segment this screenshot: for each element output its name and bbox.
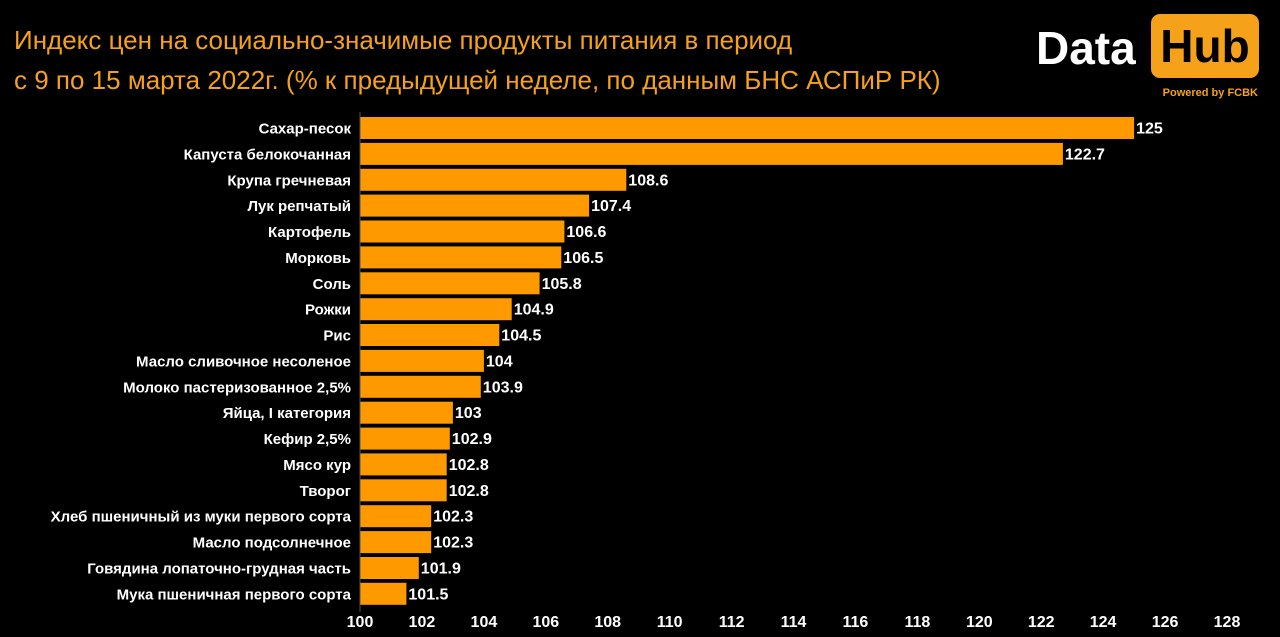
bar bbox=[360, 324, 500, 346]
x-tick-label: 116 bbox=[842, 614, 868, 631]
x-tick-label: 100 bbox=[347, 614, 374, 631]
data-label: 102.9 bbox=[452, 431, 492, 448]
category-label: Капуста белокочанная bbox=[184, 146, 351, 163]
bar bbox=[360, 375, 481, 398]
data-label: 103.9 bbox=[483, 379, 523, 396]
bar bbox=[360, 505, 432, 528]
category-label: Лук репчатый bbox=[247, 198, 351, 215]
category-label: Кефир 2,5% bbox=[264, 431, 351, 448]
x-tick-label: 106 bbox=[532, 614, 559, 631]
data-label: 105.8 bbox=[542, 276, 582, 293]
x-tick-label: 122 bbox=[1028, 614, 1055, 631]
bar bbox=[360, 194, 590, 217]
chart-title: Индекс цен на социально-значимые продукт… bbox=[14, 20, 941, 100]
category-label: Сахар-песок bbox=[259, 121, 352, 138]
bar bbox=[360, 272, 540, 295]
bar bbox=[360, 531, 432, 554]
category-label: Морковь bbox=[285, 250, 351, 267]
chart-bars bbox=[360, 117, 1135, 605]
x-tick-label: 110 bbox=[657, 614, 683, 631]
data-label: 122.7 bbox=[1065, 146, 1105, 163]
x-tick-label: 102 bbox=[409, 614, 436, 631]
category-label: Творог bbox=[300, 483, 351, 500]
x-tick-label: 114 bbox=[781, 614, 807, 631]
bar bbox=[360, 298, 512, 321]
data-label: 106.6 bbox=[566, 224, 606, 241]
data-label: 107.4 bbox=[591, 198, 631, 215]
bar bbox=[360, 479, 447, 502]
data-label: 106.5 bbox=[563, 250, 603, 267]
value-labels: 125 122.7 108.6 107.4 106.6 106.5 105.8 104.9 10… bbox=[408, 121, 1162, 604]
data-label: 102.3 bbox=[433, 535, 473, 552]
bar bbox=[360, 117, 1135, 139]
logo-tagline: Powered by FCBK bbox=[1162, 87, 1258, 99]
category-label: Соль bbox=[313, 276, 351, 293]
category-label: Масло подсолнечное bbox=[193, 535, 351, 552]
data-label: 104.9 bbox=[514, 302, 554, 319]
category-label: Мясо кур bbox=[283, 457, 351, 474]
bar bbox=[360, 427, 450, 450]
bar bbox=[360, 453, 447, 476]
data-label: 102.3 bbox=[433, 509, 473, 526]
bar bbox=[360, 220, 565, 243]
bar bbox=[360, 349, 484, 372]
data-label: 101.5 bbox=[408, 586, 448, 603]
bar bbox=[360, 246, 562, 269]
category-label: Крупа гречневая bbox=[227, 172, 351, 189]
x-tick-label: 112 bbox=[719, 614, 745, 631]
chart-title-line-1: Индекс цен на социально-значимые продукт… bbox=[14, 25, 793, 55]
category-label: Молоко пастеризованное 2,5% bbox=[123, 379, 351, 396]
category-label: Масло сливочное несоленое bbox=[136, 353, 351, 370]
bar bbox=[360, 582, 407, 605]
category-label: Хлеб пшеничный из муки первого сорта bbox=[51, 509, 352, 526]
x-tick-label: 128 bbox=[1214, 614, 1241, 631]
bar bbox=[360, 401, 453, 424]
bar bbox=[360, 557, 419, 579]
category-label: Рожки bbox=[305, 302, 351, 319]
x-tick-label: 124 bbox=[1090, 614, 1117, 631]
x-tick-label: 108 bbox=[594, 614, 621, 631]
data-label: 125 bbox=[1136, 121, 1163, 138]
x-tick-label: 104 bbox=[471, 614, 498, 631]
category-labels: Сахар-песок Капуста белокочанная Крупа гре… bbox=[51, 121, 352, 604]
category-label: Говядина лопаточно-грудная часть bbox=[87, 561, 351, 578]
data-label: 101.9 bbox=[421, 561, 461, 578]
data-label: 103 bbox=[455, 405, 482, 422]
category-label: Яйца, I категория bbox=[223, 405, 351, 422]
data-label: 108.6 bbox=[628, 172, 668, 189]
data-label: 104.5 bbox=[501, 328, 541, 345]
logo-word-hub: Hub bbox=[1151, 14, 1259, 78]
category-label: Мука пшеничная первого сорта bbox=[117, 586, 352, 603]
category-label: Рис bbox=[323, 328, 351, 345]
chart-title-line-2: с 9 по 15 марта 2022г. (% к предыдущей н… bbox=[14, 65, 941, 95]
x-axis-ticks: 100 102 104 106 108 110 112 114 116 118 120 122 124 1… bbox=[347, 614, 1241, 631]
datahub-logo: Data Hub Powered by FCBK bbox=[1036, 13, 1262, 103]
category-label: Картофель bbox=[268, 224, 351, 241]
logo-word-data: Data bbox=[1036, 22, 1136, 74]
bar bbox=[360, 168, 627, 191]
data-label: 102.8 bbox=[449, 457, 489, 474]
bar bbox=[360, 142, 1063, 165]
x-tick-label: 126 bbox=[1152, 614, 1179, 631]
data-label: 102.8 bbox=[449, 483, 489, 500]
x-tick-label: 120 bbox=[966, 614, 993, 631]
x-tick-label: 118 bbox=[904, 614, 930, 631]
data-label: 104 bbox=[486, 353, 513, 370]
